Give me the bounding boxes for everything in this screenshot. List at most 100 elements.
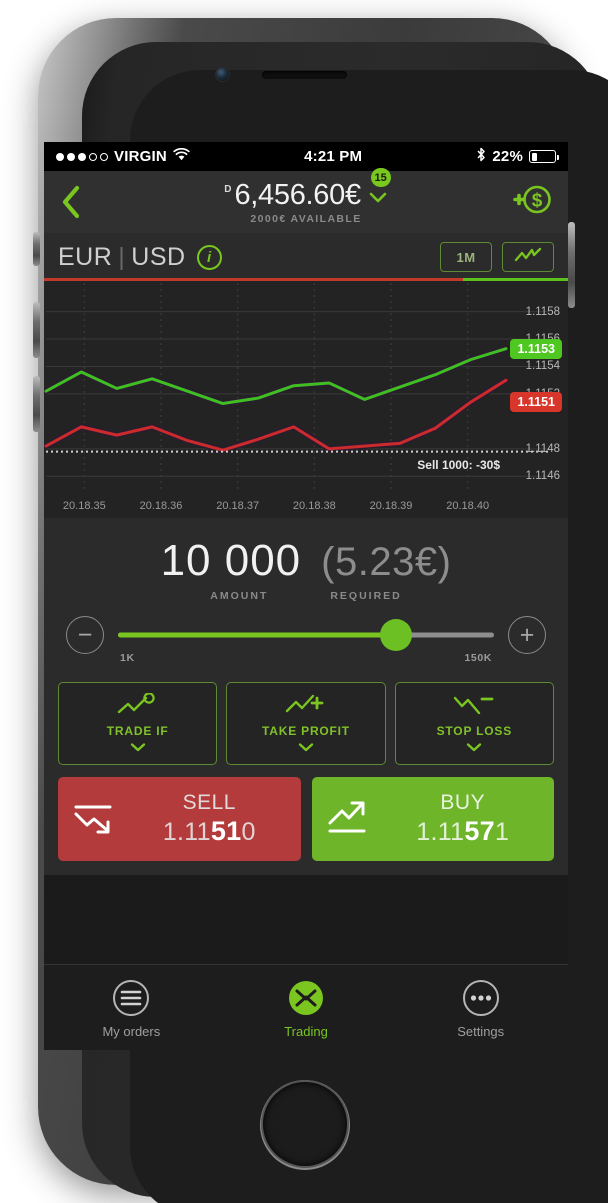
list-icon — [44, 977, 219, 1019]
amount-label: AMOUNT — [210, 590, 269, 602]
battery-icon — [529, 150, 559, 163]
phone-screen: VIRGIN 4:21 PM 22% — [44, 142, 568, 1050]
take-profit-icon — [283, 694, 329, 721]
chart-type-button[interactable] — [502, 242, 554, 272]
amount-section: 10 000 (5.23€) AMOUNT REQUIRED — [44, 518, 568, 610]
ellipsis-icon — [393, 977, 568, 1019]
info-icon[interactable]: i — [196, 244, 222, 270]
trade-if-icon — [115, 692, 161, 721]
increase-amount-button[interactable]: + — [508, 616, 546, 654]
chart-x-tick: 20.18.38 — [292, 500, 336, 512]
chart-x-tick: 20.18.36 — [139, 500, 183, 512]
timeframe-label: 1M — [456, 249, 476, 265]
chart-x-tick: 20.18.37 — [216, 500, 260, 512]
chevron-down-icon[interactable] — [59, 739, 216, 757]
line-chart-icon — [514, 247, 542, 267]
bluetooth-icon — [476, 147, 486, 166]
trade-if-label: TRADE IF — [106, 724, 169, 738]
svg-text:$: $ — [532, 191, 543, 212]
tab-settings[interactable]: Settings — [393, 977, 568, 1039]
balance-account-type: D — [224, 184, 232, 195]
status-bar-right: 22% — [476, 147, 559, 166]
sell-button[interactable]: SELL 1.11510 — [58, 777, 301, 861]
amount-value[interactable]: 10 000 — [160, 536, 302, 585]
carrier-label: VIRGIN — [114, 148, 167, 165]
take-profit-label: TAKE PROFIT — [262, 724, 350, 738]
take-profit-button[interactable]: TAKE PROFIT — [226, 682, 386, 765]
currency-pair-label[interactable]: EUR | USD — [58, 243, 186, 272]
decrease-amount-button[interactable]: − — [66, 616, 104, 654]
chart-y-tick: 1.1146 — [525, 470, 560, 483]
slider-max-label: 150K — [464, 652, 492, 664]
trade-if-button[interactable]: TRADE IF — [58, 682, 218, 765]
ring-switch-button[interactable] — [33, 232, 40, 266]
required-value: (5.23€) — [321, 540, 452, 584]
slider-track[interactable] — [118, 632, 494, 638]
amount-slider-section: − + 1K 150K — [44, 610, 568, 678]
notification-badge[interactable]: 15 — [370, 168, 391, 187]
chart-y-tick: 1.1158 — [525, 305, 560, 318]
battery-percent-label: 22% — [492, 148, 523, 165]
pair-separator: | — [118, 242, 126, 271]
tab-bar: My orders Trading — [44, 964, 568, 1050]
chevron-down-icon[interactable] — [396, 739, 553, 757]
volume-up-button[interactable] — [33, 302, 40, 358]
trading-icon — [219, 977, 394, 1019]
available-balance-label: 2000€ AVAILABLE — [250, 213, 362, 225]
wifi-icon — [173, 147, 190, 165]
chart-y-tick: 1.1148 — [525, 442, 560, 455]
pair-base: EUR — [58, 242, 113, 271]
status-bar-left: VIRGIN — [56, 147, 190, 165]
power-button[interactable] — [568, 222, 575, 308]
slider-row: − + — [66, 616, 546, 654]
chart-y-tick: 1.1154 — [525, 360, 560, 373]
arrow-down-trend-icon — [70, 795, 118, 844]
chevron-down-icon[interactable] — [368, 191, 388, 209]
clock: 4:21 PM — [304, 148, 363, 165]
sell-text: SELL 1.11510 — [130, 791, 289, 847]
buy-price: 1.11571 — [416, 816, 510, 846]
buy-button[interactable]: BUY 1.11571 — [311, 777, 554, 861]
front-camera — [216, 68, 229, 81]
ask-price-tag: 1.1153 — [510, 338, 562, 359]
balance-line: D 6,456.60€ 15 — [224, 168, 391, 212]
chart-annotation: Sell 1000: -30$ — [417, 457, 500, 472]
chart-controls: 1M — [440, 242, 554, 272]
stop-loss-button[interactable]: STOP LOSS — [394, 682, 554, 765]
back-chevron-icon[interactable] — [60, 185, 82, 219]
timeframe-button[interactable]: 1M — [440, 242, 492, 272]
balance-amount: 6,456.60€ — [234, 179, 361, 211]
buy-text: BUY 1.11571 — [384, 791, 543, 847]
tab-trading[interactable]: Trading — [219, 977, 394, 1039]
sell-label: SELL — [182, 791, 236, 814]
stop-loss-label: STOP LOSS — [436, 724, 513, 738]
tab-my-orders-label: My orders — [102, 1023, 161, 1039]
amount-slider[interactable] — [118, 616, 494, 654]
volume-down-button[interactable] — [33, 376, 40, 432]
chart-x-tick: 20.18.35 — [62, 500, 106, 512]
stop-loss-icon — [451, 696, 497, 721]
balance-block[interactable]: D 6,456.60€ 15 2000€ AVAILABLE — [224, 168, 391, 225]
slider-range-labels: 1K 150K — [66, 652, 546, 664]
home-button[interactable] — [263, 1082, 347, 1166]
chart-canvas — [44, 281, 568, 518]
order-type-buttons: TRADE IF TAKE PROFIT — [44, 678, 568, 777]
tab-my-orders[interactable]: My orders — [44, 977, 219, 1039]
status-bar: VIRGIN 4:21 PM 22% — [44, 142, 568, 171]
signal-strength-icon — [56, 152, 108, 161]
tab-settings-label: Settings — [457, 1023, 505, 1039]
slider-fill — [118, 632, 397, 638]
pair-divider-bar — [44, 278, 568, 281]
sell-price: 1.11510 — [162, 816, 256, 846]
pair-quote: USD — [131, 242, 186, 271]
amount-row: 10 000 (5.23€) — [44, 536, 568, 586]
chevron-down-icon[interactable] — [227, 739, 384, 757]
arrow-up-trend-icon — [324, 795, 372, 844]
add-funds-icon[interactable]: $ — [512, 183, 554, 222]
chart-x-tick: 20.18.39 — [369, 500, 413, 512]
chart-x-tick: 20.18.40 — [446, 500, 490, 512]
slider-knob[interactable] — [380, 619, 413, 651]
slider-min-label: 1K — [120, 652, 135, 664]
